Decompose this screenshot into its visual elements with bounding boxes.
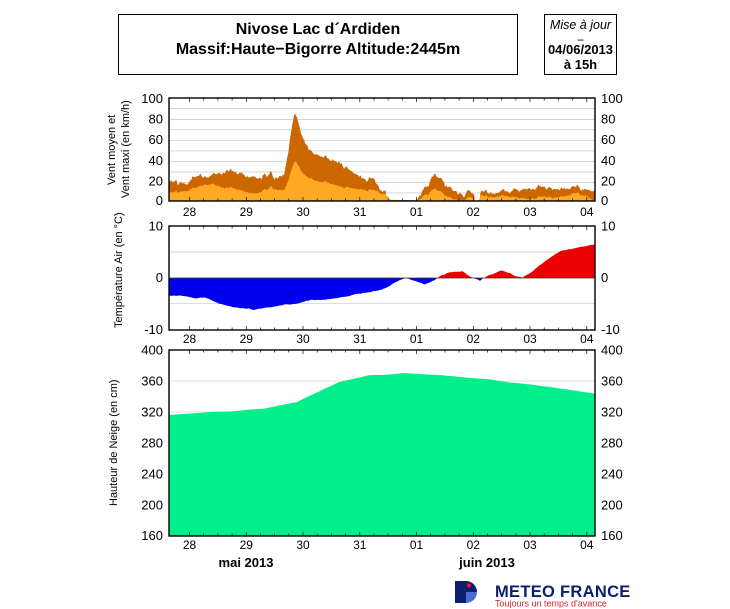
svg-text:04: 04 [580,538,594,552]
svg-text:280: 280 [601,436,623,451]
svg-text:320: 320 [141,405,163,420]
svg-text:240: 240 [141,467,163,482]
svg-text:160: 160 [601,528,623,543]
svg-text:Toujours un temps d'avance: Toujours un temps d'avance [495,599,607,609]
svg-text:400: 400 [141,343,163,358]
svg-text:29: 29 [240,538,254,552]
svg-text:360: 360 [141,374,163,389]
svg-text:03: 03 [523,538,537,552]
svg-text:240: 240 [601,467,623,482]
svg-text:400: 400 [601,343,623,358]
svg-text:30: 30 [296,538,310,552]
svg-text:31: 31 [353,538,367,552]
svg-text:200: 200 [601,498,623,513]
svg-text:01: 01 [410,538,424,552]
svg-text:28: 28 [183,538,197,552]
svg-text:280: 280 [141,436,163,451]
svg-text:mai 2013: mai 2013 [219,555,274,570]
svg-text:200: 200 [141,498,163,513]
svg-text:320: 320 [601,405,623,420]
svg-text:160: 160 [141,528,163,543]
svg-text:360: 360 [601,374,623,389]
svg-text:02: 02 [467,538,481,552]
svg-text:juin 2013: juin 2013 [458,555,515,570]
